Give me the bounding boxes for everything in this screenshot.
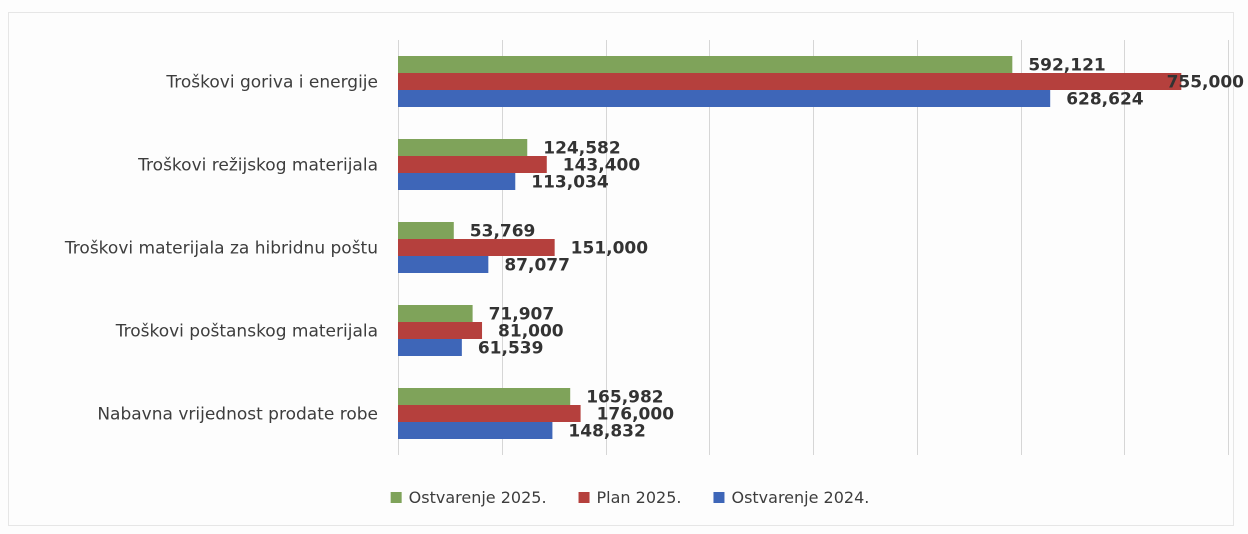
data-label: 61,539 [478,339,544,359]
legend-label: Ostvarenje 2025. [409,488,547,507]
data-label: 113,034 [531,173,609,193]
bar [398,73,1182,90]
legend-swatch [390,492,402,503]
data-label: 165,982 [586,388,663,408]
data-label: 81,000 [498,322,564,342]
bar [398,222,454,239]
bars [398,56,1182,439]
category-label: Troškovi materijala za hibridnu poštu [64,239,378,259]
chart-frame [8,12,1234,526]
bar [398,139,528,156]
legend-label: Plan 2025. [597,488,682,507]
category-label: Nabavna vrijednost prodate robe [97,405,378,425]
data-label: 87,077 [504,256,570,276]
bar [398,56,1013,73]
data-label: 628,624 [1066,90,1144,110]
bar [398,388,571,405]
data-label: 176,000 [597,405,675,425]
bar [398,256,489,273]
legend-item: Ostvarenje 2025. [390,488,547,507]
gridlines [398,40,1229,455]
category-label: Troškovi režijskog materijala [137,156,378,176]
data-label: 755,000 [1167,73,1245,93]
legend-item: Ostvarenje 2024. [713,488,869,507]
bar [398,422,553,439]
bar [398,173,516,190]
bar [398,90,1051,107]
data-label: 151,000 [571,239,649,259]
category-label: Troškovi poštanskog materijala [115,322,378,342]
data-label: 124,582 [543,139,620,159]
legend-label: Ostvarenje 2024. [731,488,869,507]
legend-swatch [713,492,725,503]
bar [398,339,462,356]
value-labels: 592,121 755,000 628,624 124,582143,400113,0… [470,56,1244,442]
bar [398,156,547,173]
data-label: 71,907 [489,305,555,325]
data-label: 148,832 [568,422,645,442]
bar [398,405,581,422]
category-labels: Troškovi goriva i energije Troškovi režij… [64,73,378,425]
data-label: 53,769 [470,222,536,242]
data-label: 143,400 [563,156,641,176]
bar [398,322,483,339]
legend: Ostvarenje 2025. Plan 2025. Ostvarenje 202… [390,488,869,507]
legend-item: Plan 2025. [578,488,682,507]
bar [398,305,473,322]
category-label: Troškovi goriva i energije [165,73,378,93]
legend-swatch [578,492,590,503]
data-label: 592,121 [1028,56,1105,76]
bar [398,239,555,256]
